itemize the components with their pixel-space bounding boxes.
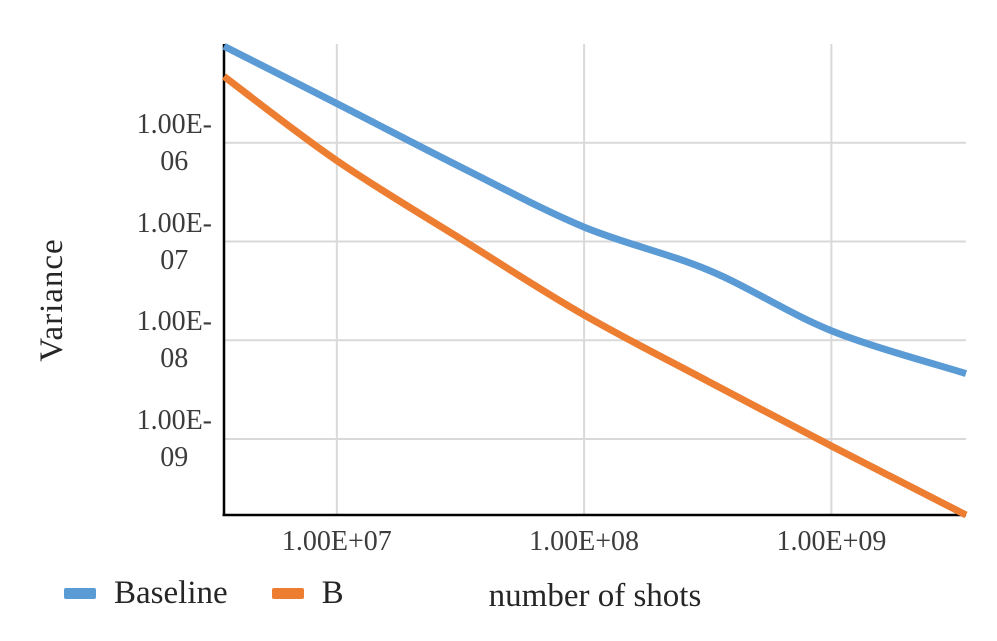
legend-label-b: B <box>321 575 344 611</box>
x-tick-label: 1.00E+08 <box>529 526 640 557</box>
x-tick-label: 1.00E+09 <box>776 526 887 557</box>
y-axis-title: Variance <box>34 238 70 362</box>
legend-item-baseline: Baseline <box>64 571 228 615</box>
legend-item-b: B <box>271 571 344 615</box>
legend: Baseline B <box>64 571 344 615</box>
legend-swatch-baseline <box>64 587 96 599</box>
x-axis-title: number of shots <box>488 578 702 614</box>
y-tick-label: 1.00E- 07 <box>136 207 212 276</box>
legend-swatch-b <box>271 587 304 599</box>
y-tick-label: 1.00E- 09 <box>136 405 212 473</box>
x-tick-label: 1.00E+07 <box>281 526 392 557</box>
y-tick-label: 1.00E- 08 <box>136 306 212 375</box>
series-line-baseline <box>222 43 968 377</box>
legend-label-baseline: Baseline <box>114 575 228 611</box>
series-line-b <box>221 73 968 519</box>
y-tick-label: 1.00E- 06 <box>136 108 212 177</box>
